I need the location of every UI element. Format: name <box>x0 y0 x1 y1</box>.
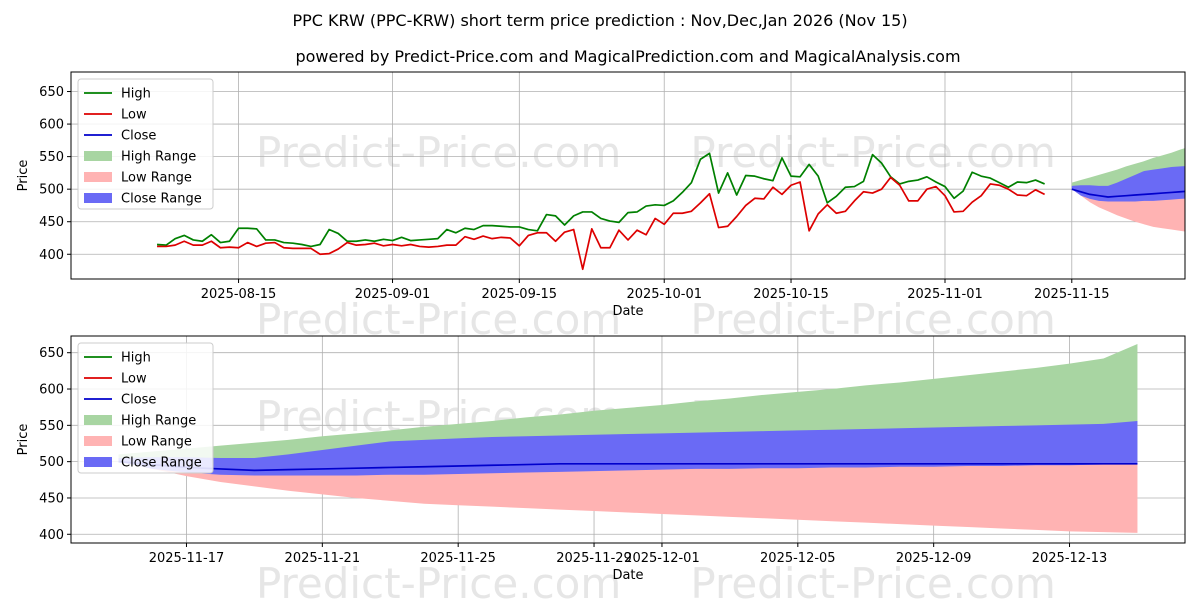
legend-label-low: Low <box>121 108 147 123</box>
top-chart-panel: Predict-Price.com Predict-Price.com Predic… <box>16 71 1186 344</box>
plot-area <box>0 343 1138 551</box>
y-tick-label: 650 <box>39 346 64 361</box>
legend-label-high-range: High Range <box>121 150 196 165</box>
y-axis-label: Price <box>16 424 31 456</box>
y-tick-label: 450 <box>39 491 64 506</box>
x-tick-label: 2025-11-01 <box>907 287 983 302</box>
plot-area <box>156 148 1185 271</box>
y-tick-label: 600 <box>39 118 64 133</box>
legend: High Low Close High Range Low Range Close Ran… <box>77 342 214 474</box>
x-tick-label: 2025-12-09 <box>896 551 972 566</box>
x-tick-label: 2025-11-17 <box>149 551 225 566</box>
legend-label-high: High <box>121 87 151 102</box>
x-tick-label: 2025-12-05 <box>760 551 836 566</box>
legend-label-low-range: Low Range <box>121 435 192 450</box>
close-series-line <box>1071 188 1185 198</box>
y-tick-label: 550 <box>39 150 64 165</box>
legend-label-close-range: Close Range <box>121 192 202 207</box>
chart-subtitle: powered by Predict-Price.com and Magical… <box>295 47 960 66</box>
y-axis-label: Price <box>16 160 31 192</box>
x-tick-label: 2025-12-01 <box>624 551 700 566</box>
low-series-line <box>0 449 17 551</box>
legend-label-close: Close <box>121 393 156 408</box>
y-tick-label: 600 <box>39 383 64 398</box>
legend-label-low: Low <box>121 372 147 387</box>
legend-swatch-high-range <box>84 415 112 425</box>
legend-swatch-close-range <box>84 457 112 467</box>
legend-label-high: High <box>121 351 151 366</box>
watermark-text: Predict-Price.com <box>690 295 1055 344</box>
legend-swatch-high-range <box>84 151 112 161</box>
x-tick-label: 2025-11-15 <box>1034 287 1110 302</box>
x-axis-label: Date <box>612 304 643 319</box>
legend-label-close: Close <box>121 129 156 144</box>
x-tick-label: 2025-08-15 <box>201 287 277 302</box>
legend-swatch-close-range <box>84 193 112 203</box>
high-series-line <box>0 422 17 526</box>
x-tick-label: 2025-11-21 <box>285 551 361 566</box>
y-tick-label: 450 <box>39 215 64 230</box>
x-tick-label: 2025-12-13 <box>1032 551 1108 566</box>
low-series-line <box>157 176 1046 271</box>
y-tick-label: 500 <box>39 183 64 198</box>
watermark-text: Predict-Price.com <box>256 128 621 177</box>
y-tick-label: 400 <box>39 528 64 543</box>
watermark-text: Predict-Price.com <box>690 559 1055 600</box>
plot-frame <box>70 335 1186 544</box>
x-tick-label: 2025-11-29 <box>556 551 632 566</box>
y-tick-label: 550 <box>39 419 64 434</box>
legend-swatch-low-range <box>84 436 112 446</box>
legend-label-close-range: Close Range <box>121 456 202 471</box>
y-tick-label: 400 <box>39 248 64 263</box>
x-tick-label: 2025-09-15 <box>482 287 558 302</box>
plot-frame <box>70 71 1186 280</box>
x-tick-label: 2025-10-01 <box>626 287 702 302</box>
chart-title: PPC KRW (PPC-KRW) short term price predi… <box>292 11 907 30</box>
legend-swatch-low-range <box>84 172 112 182</box>
watermark-text: Predict-Price.com <box>256 559 621 600</box>
watermark-text: Predict-Price.com <box>256 295 621 344</box>
x-tick-label: 2025-09-01 <box>355 287 431 302</box>
y-tick-label: 500 <box>39 455 64 470</box>
close-series-line <box>118 460 1138 472</box>
x-axis-label: Date <box>612 568 643 583</box>
watermark-text: Predict-Price.com <box>690 128 1055 177</box>
legend-label-low-range: Low Range <box>121 171 192 186</box>
close-range-band <box>118 420 1138 476</box>
y-tick-label: 650 <box>39 85 64 100</box>
legend-label-high-range: High Range <box>121 414 196 429</box>
x-tick-label: 2025-10-15 <box>753 287 829 302</box>
legend: High Low Close High Range Low Range Close Ran… <box>77 78 214 210</box>
low-range-band <box>118 461 1138 533</box>
x-tick-label: 2025-11-25 <box>420 551 496 566</box>
